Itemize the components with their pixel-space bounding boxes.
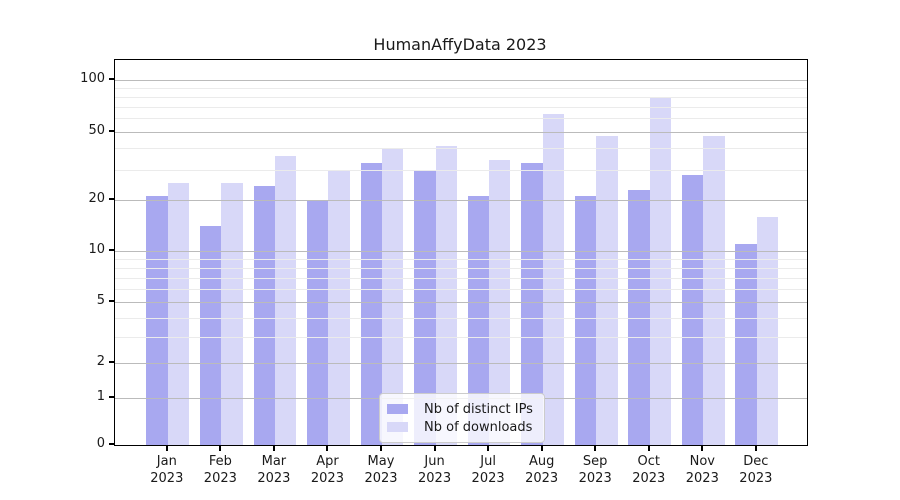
x-tick-nov	[701, 445, 704, 451]
gridline-major-5	[115, 301, 807, 303]
bar-nb-of-distinct-ips-aug	[521, 162, 543, 445]
x-tick-label-apr: Apr 2023	[310, 454, 344, 486]
gridline-minor-60	[115, 118, 807, 120]
bar-nb-of-distinct-ips-mar	[253, 186, 275, 445]
bar-nb-of-distinct-ips-jan	[146, 196, 168, 445]
x-tick-dec	[754, 445, 757, 451]
y-tick-5	[109, 299, 114, 302]
bar-nb-of-distinct-ips-nov	[681, 174, 704, 445]
x-tick-apr	[326, 445, 329, 451]
gridline-minor-4	[115, 317, 807, 319]
bar-nb-of-downloads-jun	[435, 146, 457, 445]
x-tick-label-jul: Jul 2023	[471, 454, 505, 486]
gridline-major-20	[115, 199, 807, 201]
legend: Nb of distinct IPs Nb of downloads	[379, 393, 545, 443]
gridline-minor-30	[115, 169, 807, 171]
x-tick-jul	[487, 445, 490, 451]
y-tick-100	[109, 77, 114, 80]
bar-nb-of-distinct-ips-dec	[735, 244, 757, 445]
bar-nb-of-distinct-ips-oct	[628, 189, 650, 445]
bar-nb-of-downloads-feb	[221, 183, 243, 445]
gridline-major-50	[115, 131, 807, 133]
legend-swatch-icon	[387, 404, 408, 414]
bar-nb-of-distinct-ips-sep	[574, 196, 597, 445]
gridline-major-100	[115, 79, 807, 81]
bar-nb-of-downloads-jan	[167, 183, 190, 445]
legend-label: Nb of distinct IPs	[424, 401, 533, 417]
gridline-minor-6	[115, 288, 807, 290]
x-tick-label-may: May 2023	[364, 454, 398, 486]
x-tick-jan	[165, 445, 168, 451]
bar-nb-of-downloads-apr	[328, 169, 350, 445]
x-tick-label-dec: Dec 2023	[739, 454, 773, 486]
bar-nb-of-downloads-oct	[649, 97, 672, 445]
y-tick-20	[109, 197, 114, 200]
y-tick-label-50: 50	[88, 122, 105, 138]
gridline-major-2	[115, 363, 807, 365]
gridline-major-10	[115, 251, 807, 253]
y-tick-label-10: 10	[88, 242, 105, 258]
y-tick-0	[109, 443, 114, 445]
x-tick-aug	[540, 445, 543, 451]
gridline-minor-3	[115, 337, 807, 339]
x-tick-label-jun: Jun 2023	[418, 454, 452, 486]
bar-nb-of-distinct-ips-jul	[467, 196, 490, 445]
y-tick-1	[109, 396, 114, 399]
x-tick-label-jan: Jan 2023	[150, 454, 184, 486]
y-tick-label-100: 100	[80, 70, 105, 86]
x-tick-label-sep: Sep 2023	[578, 454, 612, 486]
bar-nb-of-distinct-ips-feb	[199, 226, 222, 445]
x-tick-feb	[219, 445, 222, 451]
y-tick-label-1: 1	[96, 389, 105, 405]
y-tick-label-20: 20	[88, 190, 105, 206]
y-tick-label-5: 5	[96, 292, 105, 308]
bar-nb-of-distinct-ips-jun	[414, 169, 436, 445]
gridline-minor-40	[115, 148, 807, 150]
bar-nb-of-downloads-mar	[274, 156, 297, 445]
y-tick-50	[109, 129, 114, 132]
gridline-minor-9	[115, 259, 807, 261]
gridline-minor-7	[115, 277, 807, 279]
x-tick-label-aug: Aug 2023	[525, 454, 559, 486]
x-tick-sep	[594, 445, 597, 451]
bar-nb-of-downloads-nov	[703, 136, 725, 445]
gridline-minor-90	[115, 87, 807, 89]
legend-swatch-icon	[387, 422, 408, 432]
x-tick-mar	[272, 445, 275, 451]
x-tick-jun	[433, 445, 436, 451]
bar-nb-of-distinct-ips-may	[360, 162, 382, 445]
legend-label: Nb of downloads	[424, 419, 533, 435]
gridline-minor-70	[115, 106, 807, 108]
plot-area	[114, 59, 808, 446]
y-tick-label-2: 2	[96, 354, 105, 370]
bar-nb-of-distinct-ips-apr	[307, 199, 329, 445]
x-tick-may	[380, 445, 382, 451]
x-tick-oct	[647, 445, 650, 451]
y-tick-label-0: 0	[96, 436, 105, 451]
x-tick-label-oct: Oct 2023	[632, 454, 666, 486]
gridline-minor-8	[115, 267, 807, 269]
bar-nb-of-downloads-aug	[542, 114, 565, 445]
x-tick-label-nov: Nov 2023	[685, 454, 719, 486]
y-tick-10	[109, 249, 114, 252]
gridline-minor-80	[115, 96, 807, 98]
legend-row-nb-of-downloads: Nb of downloads	[387, 419, 536, 435]
chart-title: HumanAffyData 2023	[373, 35, 547, 54]
bar-nb-of-downloads-dec	[756, 216, 779, 445]
bar-nb-of-downloads-may	[382, 148, 404, 445]
x-tick-label-mar: Mar 2023	[257, 454, 291, 486]
bar-nb-of-downloads-sep	[596, 136, 618, 445]
y-tick-2	[109, 361, 114, 364]
x-tick-label-feb: Feb 2023	[203, 454, 237, 486]
legend-row-nb-of-distinct-ips: Nb of distinct IPs	[387, 401, 536, 417]
